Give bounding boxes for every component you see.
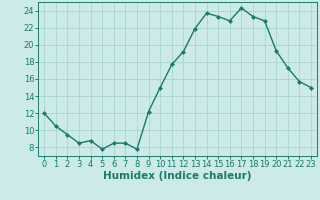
X-axis label: Humidex (Indice chaleur): Humidex (Indice chaleur) — [103, 171, 252, 181]
